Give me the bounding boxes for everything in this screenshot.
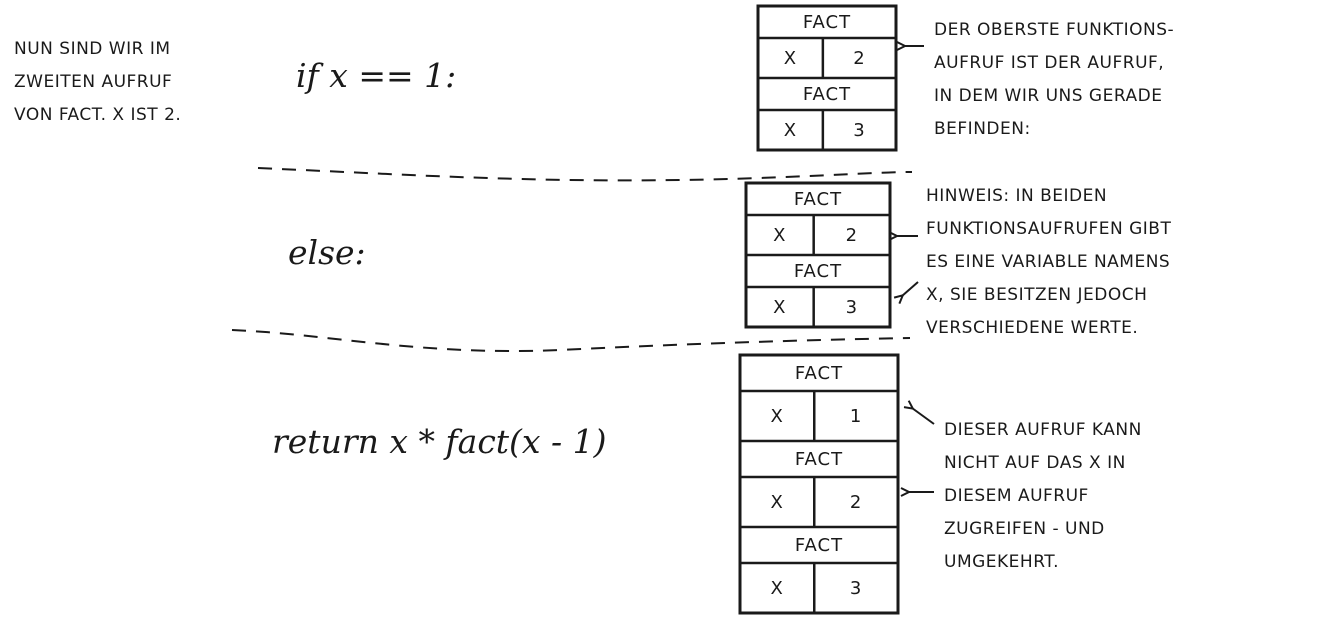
bottom-note-line: UMGEKEHRT. [944, 552, 1060, 572]
frame-value: 2 [853, 48, 865, 69]
frame-variable: X [770, 492, 783, 513]
stack-frame: FACT X 3 [758, 76, 896, 150]
stack-frame: FACT X 2 [758, 12, 896, 78]
bottom-note-line: NICHT AUF DAS X IN [944, 453, 1126, 473]
separator-line [257, 167, 913, 182]
frame-value: 3 [853, 120, 865, 141]
mid-note-line: ES EINE VARIABLE NAMENS [926, 252, 1171, 272]
top-note-line: BEFINDEN: [934, 119, 1031, 139]
top-note-line: DER OBERSTE FUNKTIONS- [934, 20, 1175, 40]
mid-note-line: VERSCHIEDENE WERTE. [926, 318, 1139, 338]
frame-variable: X [773, 225, 786, 246]
top-note-line: IN DEM WIR UNS GERADE [934, 86, 1163, 106]
stack-bottom: FACT X 1 FACT X 2 FACT X 3 [738, 353, 900, 615]
left-note: NUN SIND WIR IM ZWEITEN AUFRUF VON FACT.… [14, 33, 181, 132]
top-note-line: AUFRUF IST DER AUFRUF, [934, 53, 1165, 73]
frame-value: 2 [846, 225, 858, 246]
frame-variable: X [773, 297, 786, 318]
mid-note-line: X, SIE BESITZEN JEDOCH [926, 285, 1148, 305]
frame-value: 2 [850, 492, 862, 513]
frame-variable: X [784, 120, 797, 141]
stack-frame: FACT X 3 [740, 525, 898, 613]
arrow-icon [912, 408, 935, 425]
mid-note: HINWEIS: IN BEIDEN FUNKTIONSAUFRUFEN GIB… [926, 180, 1171, 345]
code-return-line: return x * fact(x - 1) [272, 422, 607, 461]
frame-name: FACT [795, 363, 843, 384]
left-note-line: VON FACT. X IST 2. [14, 105, 182, 125]
stack-frame: FACT X 2 [746, 189, 890, 255]
frame-variable: X [770, 578, 783, 599]
left-note-line: NUN SIND WIR IM [14, 39, 171, 59]
code-else-line: else: [288, 233, 366, 272]
frame-name: FACT [803, 12, 851, 33]
frame-value: 1 [850, 406, 862, 427]
frame-value: 3 [846, 297, 858, 318]
arrow-icon [902, 281, 919, 296]
code-if-line: if x == 1: [296, 56, 457, 95]
stack-frame: FACT X 1 [740, 363, 898, 441]
bottom-note-line: DIESEM AUFRUF [944, 486, 1089, 506]
frame-value: 3 [850, 578, 862, 599]
top-note: DER OBERSTE FUNKTIONS- AUFRUF IST DER AU… [934, 14, 1174, 146]
left-note-line: ZWEITEN AUFRUF [14, 72, 173, 92]
frame-name: FACT [795, 535, 843, 556]
frame-name: FACT [794, 189, 842, 210]
frame-variable: X [770, 406, 783, 427]
mid-note-line: HINWEIS: IN BEIDEN [926, 186, 1108, 206]
separator-line [231, 329, 911, 353]
stack-frame: FACT X 3 [746, 253, 890, 327]
frame-name: FACT [803, 84, 851, 105]
stack-frame: FACT X 2 [740, 439, 898, 527]
frame-name: FACT [795, 449, 843, 470]
mid-note-line: FUNKTIONSAUFRUFEN GIBT [926, 219, 1172, 239]
bottom-note-line: ZUGREIFEN - UND [944, 519, 1105, 539]
bottom-note-line: DIESER AUFRUF KANN [944, 420, 1142, 440]
frame-variable: X [784, 48, 797, 69]
bottom-note: DIESER AUFRUF KANN NICHT AUF DAS X IN DI… [944, 414, 1142, 579]
frame-name: FACT [794, 261, 842, 282]
stack-outline [738, 353, 900, 615]
